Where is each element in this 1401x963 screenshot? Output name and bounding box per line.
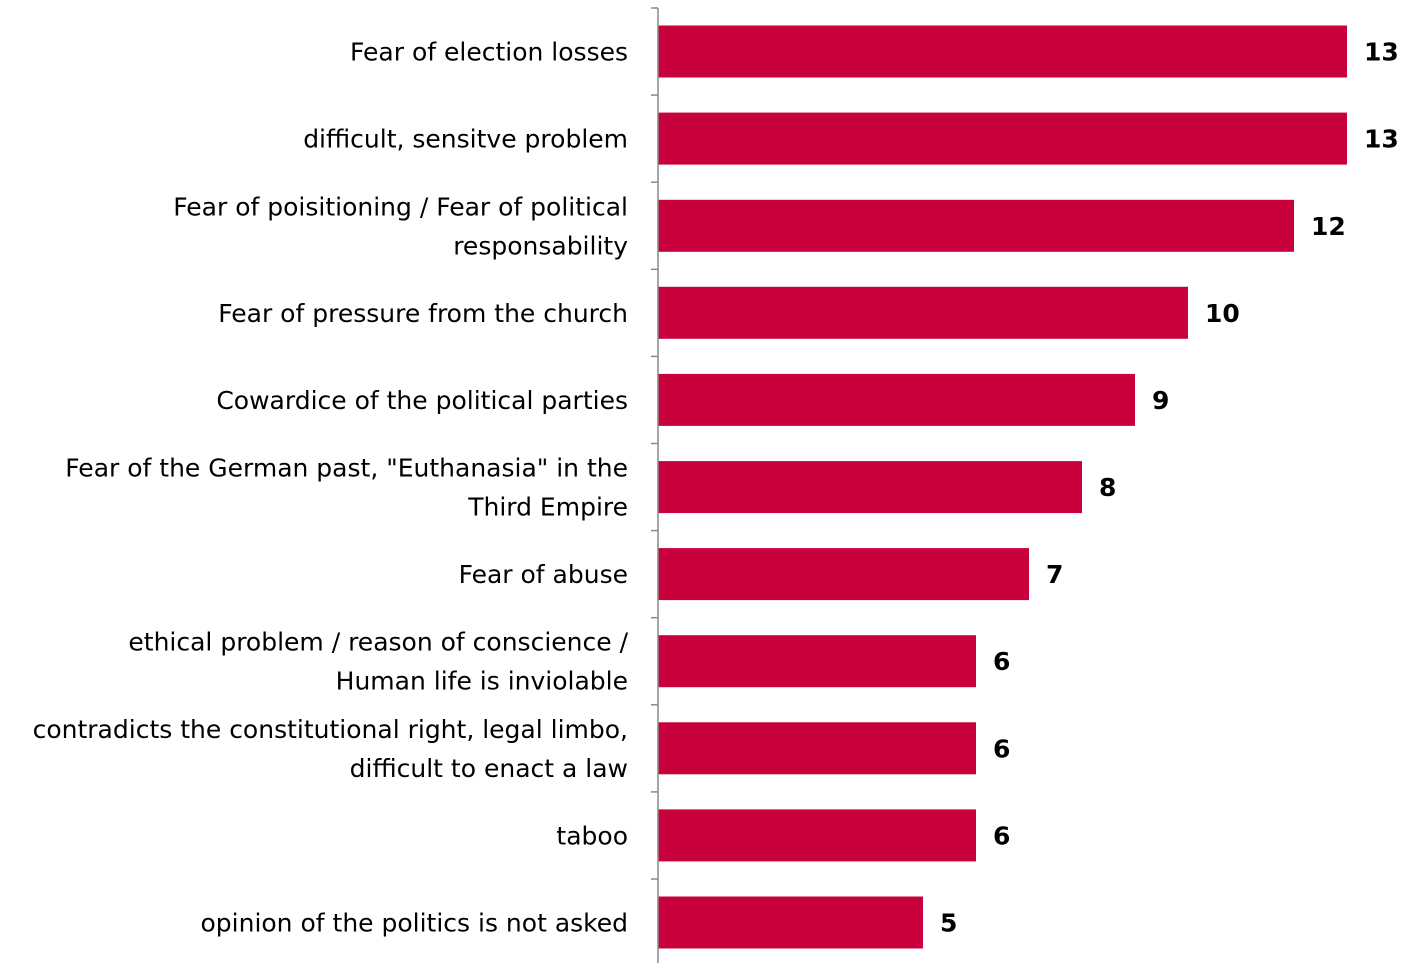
category-label: ethical problem / reason of conscience /… (128, 628, 628, 696)
category-label-line: Fear of the German past, "Euthanasia" in… (65, 454, 628, 483)
category-label-line: contradicts the constitutional right, le… (33, 715, 628, 744)
category-label: Fear of poisitioning / Fear of political… (173, 192, 628, 260)
category-label-line: opinion of the politics is not asked (200, 909, 628, 938)
category-label-line: Fear of poisitioning / Fear of political (173, 192, 628, 221)
category-label: Fear of abuse (459, 560, 628, 589)
value-label: 13 (1364, 125, 1399, 154)
bar (658, 548, 1029, 601)
bar (658, 896, 923, 949)
value-label: 13 (1364, 38, 1399, 67)
bar (658, 809, 976, 862)
category-label-line: taboo (556, 821, 628, 850)
value-label: 7 (1046, 560, 1063, 589)
value-label: 8 (1099, 473, 1116, 502)
category-label-line: ethical problem / reason of conscience / (128, 628, 628, 657)
value-label: 10 (1205, 299, 1240, 328)
category-label-line: difficult to enact a law (350, 754, 628, 783)
category-label: Fear of the German past, "Euthanasia" in… (65, 454, 628, 522)
category-label-line: Third Empire (467, 493, 628, 522)
value-label: 5 (940, 909, 957, 938)
bar (658, 373, 1135, 426)
category-label: opinion of the politics is not asked (200, 909, 628, 938)
category-labels: Fear of election losses difficult, sensit… (33, 38, 629, 938)
category-label: Fear of election losses (350, 38, 628, 67)
value-labels: 13 13 12 10 9 8 7 6 6 6 5 (940, 38, 1399, 938)
category-label-line: difficult, sensitve problem (303, 125, 628, 154)
category-label-line: Cowardice of the political parties (216, 386, 628, 415)
category-label: Fear of pressure from the church (218, 299, 628, 328)
value-label: 6 (993, 734, 1010, 763)
value-label: 6 (993, 821, 1010, 850)
category-label: difficult, sensitve problem (303, 125, 628, 154)
value-label: 12 (1311, 212, 1346, 241)
category-label-line: Fear of abuse (459, 560, 628, 589)
bar (658, 635, 976, 688)
category-label-line: Fear of pressure from the church (218, 299, 628, 328)
category-label-line: responsability (453, 231, 628, 260)
category-label: contradicts the constitutional right, le… (33, 715, 628, 783)
bar (658, 25, 1347, 78)
value-label: 6 (993, 647, 1010, 676)
bar (658, 722, 976, 775)
category-axis (651, 7, 659, 963)
value-label: 9 (1152, 386, 1169, 415)
bar (658, 286, 1188, 339)
bar (658, 112, 1347, 165)
bars-layer (658, 25, 1347, 949)
category-label-line: Human life is inviolable (336, 667, 628, 696)
category-label: Cowardice of the political parties (216, 386, 628, 415)
category-label-line: Fear of election losses (350, 38, 628, 67)
bar (658, 199, 1294, 252)
bar (658, 461, 1082, 514)
category-label: taboo (556, 821, 628, 850)
